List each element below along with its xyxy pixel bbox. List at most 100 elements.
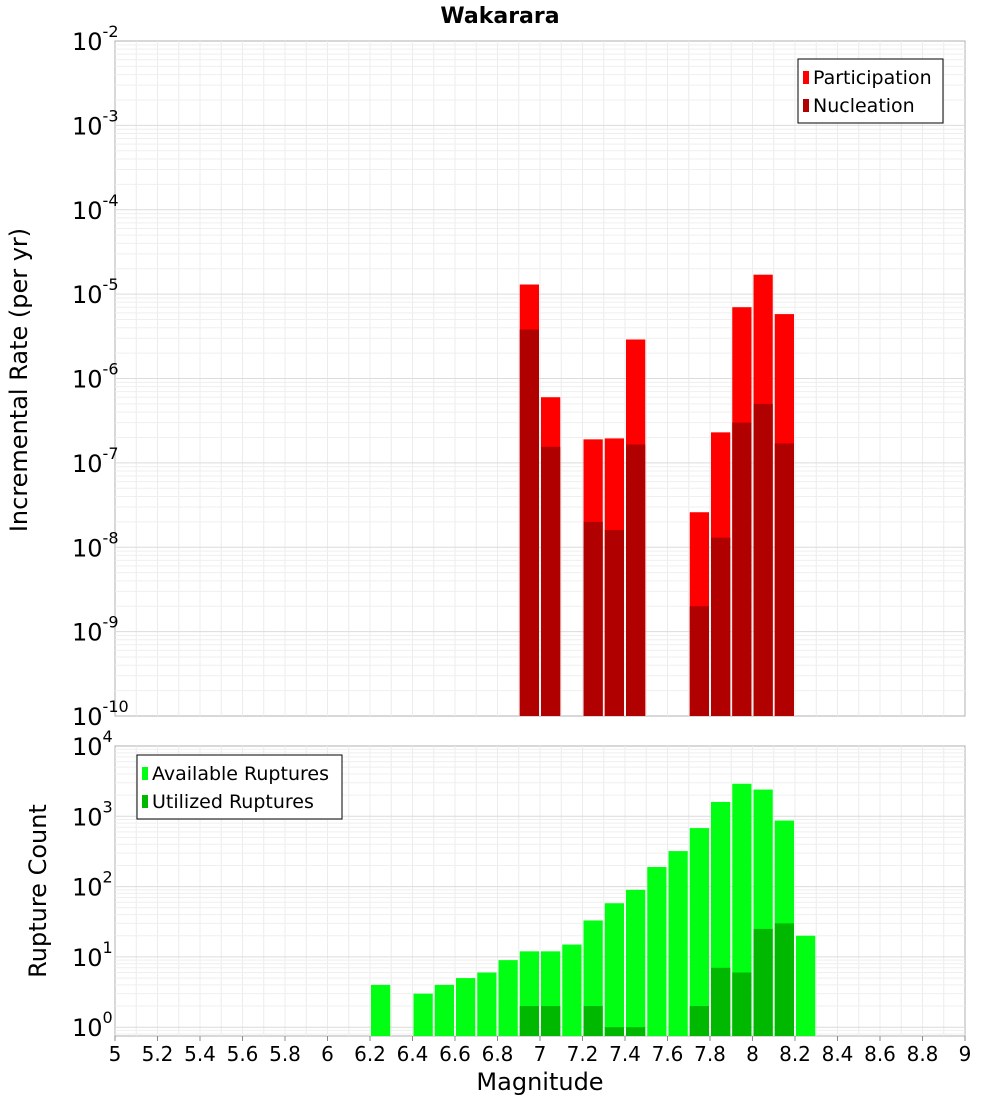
y-tick-exponent: -6 bbox=[103, 360, 119, 379]
x-tick-label: 5 bbox=[109, 1042, 122, 1066]
x-tick-label: 5.8 bbox=[269, 1042, 301, 1066]
y-tick-label: 10-8 bbox=[72, 528, 119, 562]
bar-nucleation bbox=[519, 329, 539, 716]
x-tick-label: 6.6 bbox=[439, 1042, 471, 1066]
y-tick-base: 10 bbox=[72, 733, 103, 761]
bar-utilized-ruptures bbox=[583, 1006, 603, 1036]
y-tick-exponent: -3 bbox=[103, 106, 119, 125]
bar-utilized-ruptures bbox=[519, 1006, 539, 1036]
legend-label: Participation bbox=[813, 67, 932, 89]
x-tick-label: 7.8 bbox=[694, 1042, 726, 1066]
legend-swatch bbox=[803, 99, 809, 112]
y-tick-exponent: -8 bbox=[103, 528, 119, 547]
legend-swatch bbox=[142, 767, 148, 780]
y-tick-label: 10-5 bbox=[72, 275, 119, 309]
x-tick-label: 5.6 bbox=[227, 1042, 259, 1066]
y-tick-label: 10-2 bbox=[72, 22, 119, 56]
bar-nucleation bbox=[541, 446, 561, 716]
bar-utilized-ruptures bbox=[604, 1027, 624, 1036]
top-legend: Participation Nucleation bbox=[797, 58, 944, 124]
bottom-y-axis-label: Rupture Count bbox=[24, 804, 52, 978]
y-tick-exponent: -4 bbox=[103, 191, 119, 210]
y-tick-label: 101 bbox=[72, 938, 113, 972]
legend-swatch bbox=[803, 71, 809, 84]
x-tick-label: 6.4 bbox=[397, 1042, 429, 1066]
legend-box bbox=[136, 754, 343, 820]
x-tick-label: 6.2 bbox=[354, 1042, 386, 1066]
bar-nucleation bbox=[753, 403, 773, 716]
y-tick-exponent: -9 bbox=[103, 613, 119, 632]
y-tick-exponent: 0 bbox=[103, 1008, 113, 1027]
x-tick-label: 6.8 bbox=[482, 1042, 514, 1066]
y-tick-label: 103 bbox=[72, 797, 113, 831]
y-tick-base: 10 bbox=[72, 703, 103, 731]
x-ticks: 5 5.2 5.4 5.6 5.8 6 6.2 6.4 6.6 6.8 7 7.2 7.4 7.6 7.8 8… bbox=[109, 1036, 971, 1066]
y-tick-exponent: -2 bbox=[103, 22, 119, 41]
y-tick-label: 10-6 bbox=[72, 360, 119, 394]
y-tick-base: 10 bbox=[72, 534, 103, 562]
bar-utilized-ruptures bbox=[711, 967, 731, 1036]
legend-label: Nucleation bbox=[813, 95, 915, 117]
bar-available-ruptures bbox=[647, 867, 667, 1036]
top-grid bbox=[115, 41, 965, 716]
bar-utilized-ruptures bbox=[626, 1027, 646, 1036]
y-tick-label: 10-3 bbox=[72, 106, 119, 140]
x-tick-label: 8.2 bbox=[779, 1042, 811, 1066]
chart-title: Wakarara bbox=[440, 4, 559, 29]
bar-utilized-ruptures bbox=[774, 923, 794, 1036]
bottom-legend: Available Ruptures Utilized Ruptures bbox=[136, 754, 343, 820]
top-y-axis-label: Incremental Rate (per yr) bbox=[5, 228, 33, 532]
bar-utilized-ruptures bbox=[753, 928, 773, 1036]
y-tick-label: 102 bbox=[72, 868, 113, 902]
bar-nucleation bbox=[604, 530, 624, 716]
y-tick-base: 10 bbox=[72, 112, 103, 140]
legend-label: Utilized Ruptures bbox=[152, 791, 314, 813]
bar-available-ruptures bbox=[689, 828, 709, 1036]
bar-nucleation bbox=[626, 444, 646, 716]
x-tick-label: 7.4 bbox=[609, 1042, 641, 1066]
bar-available-ruptures bbox=[477, 972, 497, 1036]
x-tick-label: 5.2 bbox=[142, 1042, 174, 1066]
bar-nucleation bbox=[732, 422, 752, 716]
x-tick-label: 8.4 bbox=[822, 1042, 854, 1066]
y-tick-label: 100 bbox=[72, 1008, 113, 1042]
bar-available-ruptures bbox=[796, 935, 816, 1036]
y-tick-base: 10 bbox=[72, 803, 103, 831]
y-tick-base: 10 bbox=[72, 197, 103, 225]
y-tick-exponent: -5 bbox=[103, 275, 119, 294]
top-bars bbox=[519, 274, 794, 716]
y-tick-base: 10 bbox=[72, 450, 103, 478]
bar-nucleation bbox=[689, 606, 709, 716]
y-tick-exponent: 3 bbox=[103, 797, 113, 816]
x-tick-label: 5.4 bbox=[184, 1042, 216, 1066]
y-tick-exponent: 4 bbox=[103, 727, 113, 746]
bar-available-ruptures bbox=[626, 889, 646, 1036]
y-tick-label: 10-7 bbox=[72, 444, 119, 478]
bar-nucleation bbox=[583, 521, 603, 716]
y-tick-exponent: -7 bbox=[103, 444, 119, 463]
legend-box bbox=[797, 58, 944, 124]
bottom-bars bbox=[371, 783, 816, 1036]
y-tick-label: 104 bbox=[72, 727, 113, 761]
y-tick-exponent: 2 bbox=[103, 868, 113, 887]
bar-utilized-ruptures bbox=[541, 1006, 561, 1036]
bar-available-ruptures bbox=[456, 978, 476, 1036]
x-tick-label: 7.2 bbox=[567, 1042, 599, 1066]
y-tick-exponent: 1 bbox=[103, 938, 113, 957]
legend-label: Available Ruptures bbox=[152, 763, 329, 785]
bar-utilized-ruptures bbox=[689, 1006, 709, 1036]
x-tick-label: 7.6 bbox=[652, 1042, 684, 1066]
x-tick-label: 8 bbox=[746, 1042, 759, 1066]
y-tick-base: 10 bbox=[72, 874, 103, 902]
x-axis-label: Magnitude bbox=[476, 1068, 603, 1096]
x-tick-label: 8.6 bbox=[864, 1042, 896, 1066]
y-tick-label: 10-9 bbox=[72, 613, 119, 647]
y-tick-base: 10 bbox=[72, 28, 103, 56]
bar-utilized-ruptures bbox=[732, 972, 752, 1036]
bottom-grid bbox=[115, 746, 965, 1036]
